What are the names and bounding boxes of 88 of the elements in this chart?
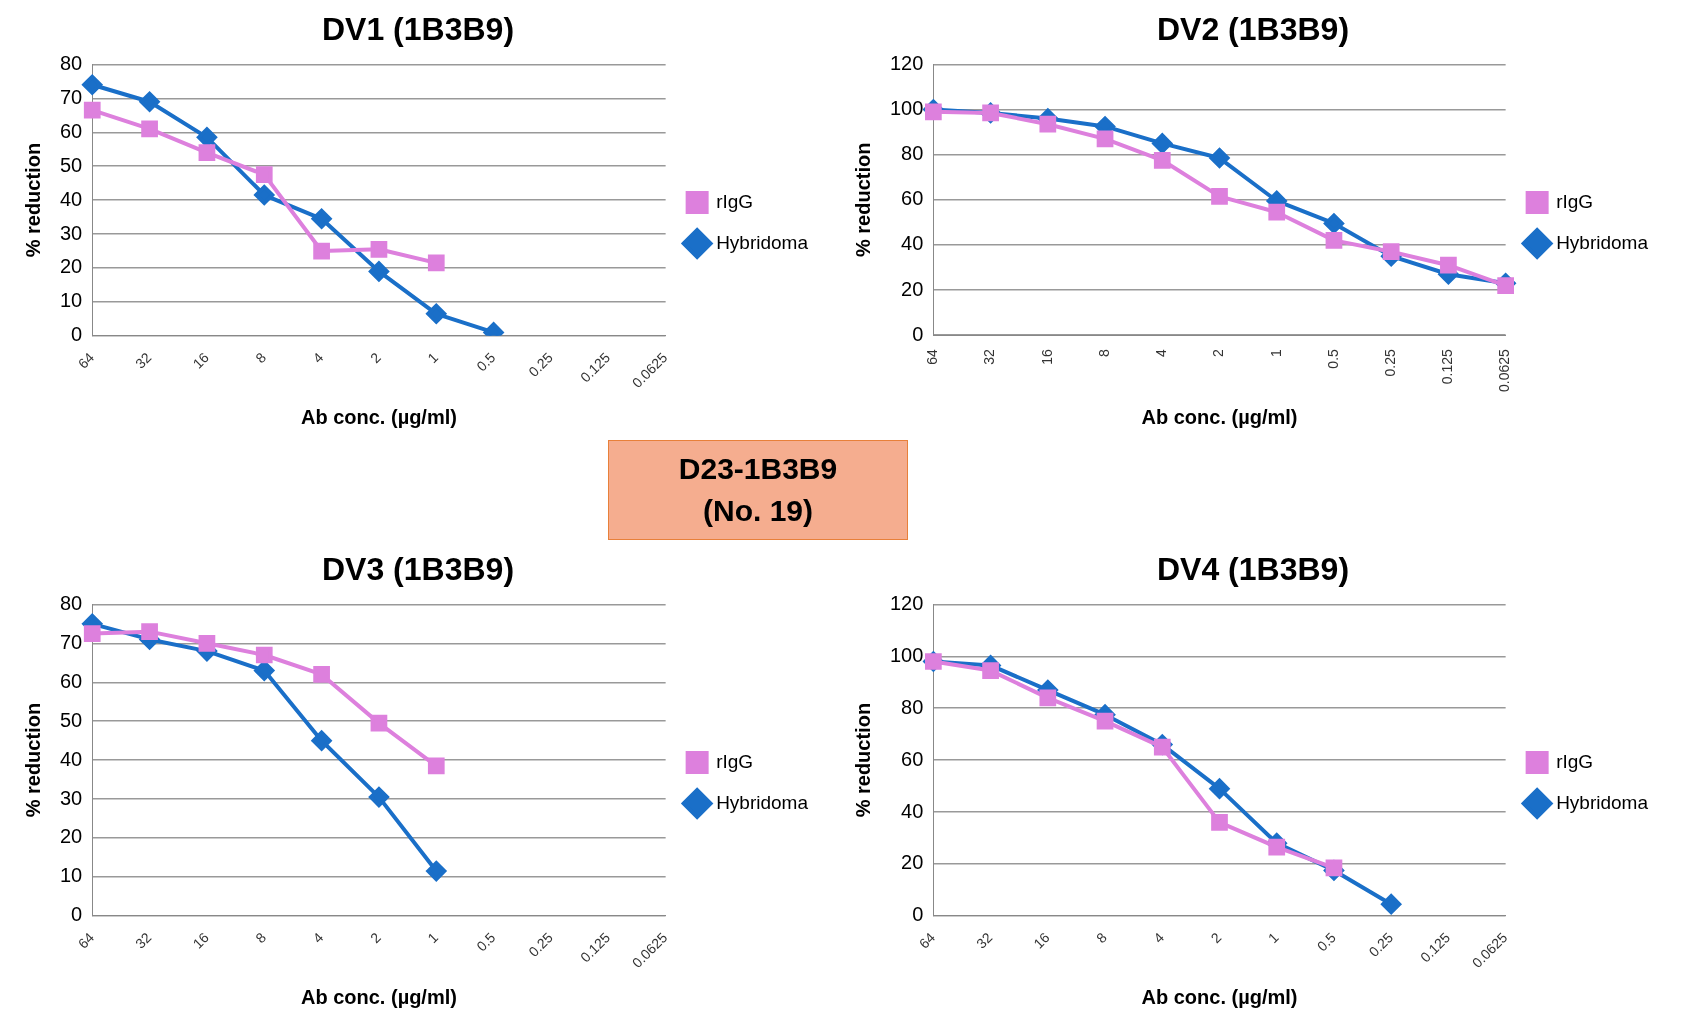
x-tick-label: 4 <box>309 349 327 367</box>
y-tick-label: 40 <box>901 232 924 255</box>
x-tick-label: 1 <box>424 349 442 367</box>
x-tick-label: 1 <box>424 929 442 947</box>
x-tick-label: 32 <box>132 929 155 952</box>
x-axis-title: Ab conc. (µg/ml) <box>1141 405 1298 428</box>
x-axis-title: Ab conc. (µg/ml) <box>300 985 457 1008</box>
legend-label: rIgG <box>1556 750 1594 772</box>
x-tick-label: 16 <box>189 929 212 952</box>
y-tick-label: 120 <box>889 591 924 614</box>
y-tick-label: 80 <box>901 142 924 165</box>
x-tick-label: 0.5 <box>473 929 499 955</box>
legend-label: Hybridoma <box>1556 791 1649 813</box>
y-tick-label: 120 <box>889 51 924 74</box>
y-tick-label: 60 <box>60 119 83 142</box>
x-tick-label: 8 <box>1095 348 1112 357</box>
y-tick-label: 40 <box>60 187 83 210</box>
y-tick-label: 30 <box>60 221 83 244</box>
y-tick-label: 20 <box>901 851 924 874</box>
x-tick-label: 1 <box>1267 348 1284 357</box>
chart-title: DV3 (1B3B9) <box>321 551 515 588</box>
x-tick-label: 1 <box>1264 929 1282 947</box>
y-tick-label: 70 <box>60 630 83 653</box>
x-tick-label: 0.5 <box>473 349 499 375</box>
x-tick-label: 0.25 <box>1382 348 1399 377</box>
y-tick-label: 20 <box>901 277 924 300</box>
x-tick-label: 4 <box>309 929 327 947</box>
x-tick-label: 64 <box>924 348 941 365</box>
y-tick-label: 50 <box>60 153 83 176</box>
y-tick-label: 0 <box>912 322 924 345</box>
x-tick-label: 64 <box>74 349 98 372</box>
y-tick-label: 70 <box>60 85 83 108</box>
x-tick-label: 32 <box>981 348 998 365</box>
y-tick-label: 100 <box>889 97 924 120</box>
y-tick-label: 20 <box>60 825 83 848</box>
x-tick-label: 16 <box>1030 929 1053 952</box>
x-tick-label: 8 <box>1093 929 1111 947</box>
x-tick-label: 64 <box>74 929 98 952</box>
y-tick-label: 80 <box>60 51 83 74</box>
x-axis-title: Ab conc. (µg/ml) <box>300 405 457 428</box>
y-tick-label: 50 <box>60 708 83 731</box>
y-axis-title: % reduction <box>21 702 44 818</box>
x-tick-label: 32 <box>132 349 155 372</box>
x-axis-title: Ab conc. (µg/ml) <box>1141 985 1298 1008</box>
text: D23-1B3B9 (No. 19) <box>677 451 839 529</box>
y-tick-label: 40 <box>901 799 924 822</box>
legend-label: rIgG <box>716 190 754 212</box>
x-tick-label: 8 <box>252 929 270 947</box>
y-tick-label: 60 <box>901 747 924 770</box>
x-tick-label: 2 <box>1207 929 1225 947</box>
chart-title: DV4 (1B3B9) <box>1156 551 1350 588</box>
x-tick-label: 2 <box>366 929 384 947</box>
x-tick-label: 32 <box>973 929 996 952</box>
y-tick-label: 40 <box>60 747 83 770</box>
y-axis-title: % reduction <box>851 702 874 818</box>
y-tick-label: 30 <box>60 786 83 809</box>
x-tick-label: 0.0625 <box>1496 348 1513 393</box>
legend-label: Hybridoma <box>1556 231 1649 253</box>
legend-label: Hybridoma <box>716 791 809 813</box>
y-tick-label: 0 <box>71 903 83 926</box>
y-tick-label: 20 <box>60 255 83 278</box>
chart-title: DV2 (1B3B9) <box>1156 11 1350 48</box>
x-tick-label: 0.125 <box>1439 348 1456 385</box>
x-tick-label: 4 <box>1153 348 1170 357</box>
x-tick-label: 16 <box>1038 348 1055 365</box>
y-tick-label: 0 <box>912 903 924 926</box>
x-tick-label: 2 <box>366 349 384 367</box>
y-tick-label: 100 <box>889 643 924 666</box>
x-tick-label: 8 <box>252 349 270 367</box>
y-axis-title: % reduction <box>851 142 874 258</box>
legend-label: rIgG <box>716 750 754 772</box>
y-tick-label: 60 <box>901 187 924 210</box>
y-tick-label: 10 <box>60 289 83 312</box>
x-tick-label: 16 <box>189 349 212 372</box>
y-tick-label: 10 <box>60 864 83 887</box>
x-tick-label: 0.5 <box>1313 929 1339 955</box>
x-tick-label: 64 <box>915 929 939 952</box>
legend-label: rIgG <box>1556 190 1594 212</box>
x-tick-label: 4 <box>1150 929 1168 947</box>
chart-title: DV1 (1B3B9) <box>321 11 515 48</box>
y-tick-label: 0 <box>71 323 83 346</box>
x-tick-label: 2 <box>1210 348 1227 357</box>
y-tick-label: 80 <box>60 591 83 614</box>
y-tick-label: 60 <box>60 669 83 692</box>
y-axis-title: % reduction <box>21 142 44 258</box>
x-tick-label: 0.5 <box>1324 348 1341 369</box>
y-tick-label: 80 <box>901 695 924 718</box>
legend-label: Hybridoma <box>716 231 809 253</box>
